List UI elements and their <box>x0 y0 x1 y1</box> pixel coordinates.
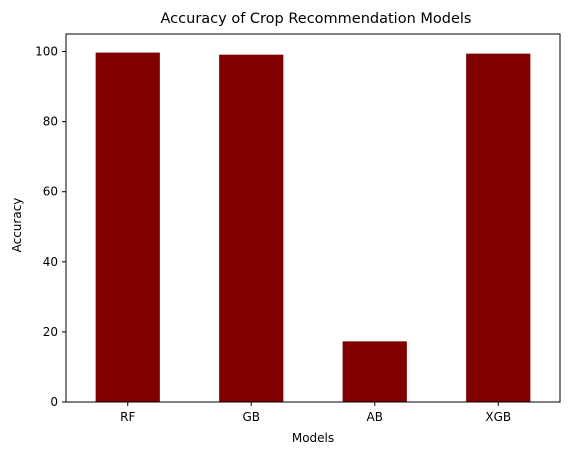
y-tick-label: 40 <box>43 255 58 269</box>
x-tick-label: AB <box>367 410 383 424</box>
y-tick-label: 20 <box>43 325 58 339</box>
bars-group <box>95 52 531 403</box>
y-ticks-group: 0 20 40 60 80 100 <box>35 45 66 409</box>
y-axis-label: Accuracy <box>10 198 24 253</box>
x-axis-label: Models <box>292 431 334 445</box>
y-tick-label: 60 <box>43 185 58 199</box>
y-tick-label: 80 <box>43 115 58 129</box>
x-tick-label: XGB <box>485 410 511 424</box>
bar-ab <box>342 341 407 402</box>
bar-rf <box>95 52 160 403</box>
y-tick-label: 0 <box>50 395 58 409</box>
bar-xgb <box>466 53 531 402</box>
bar-gb <box>219 54 284 402</box>
x-tick-label: GB <box>242 410 260 424</box>
x-ticks-group: RF GB AB XGB <box>120 402 511 424</box>
chart-title: Accuracy of Crop Recommendation Models <box>161 11 472 27</box>
y-tick-label: 100 <box>35 45 58 59</box>
x-tick-label: RF <box>120 410 135 424</box>
plot-frame <box>65 33 561 403</box>
